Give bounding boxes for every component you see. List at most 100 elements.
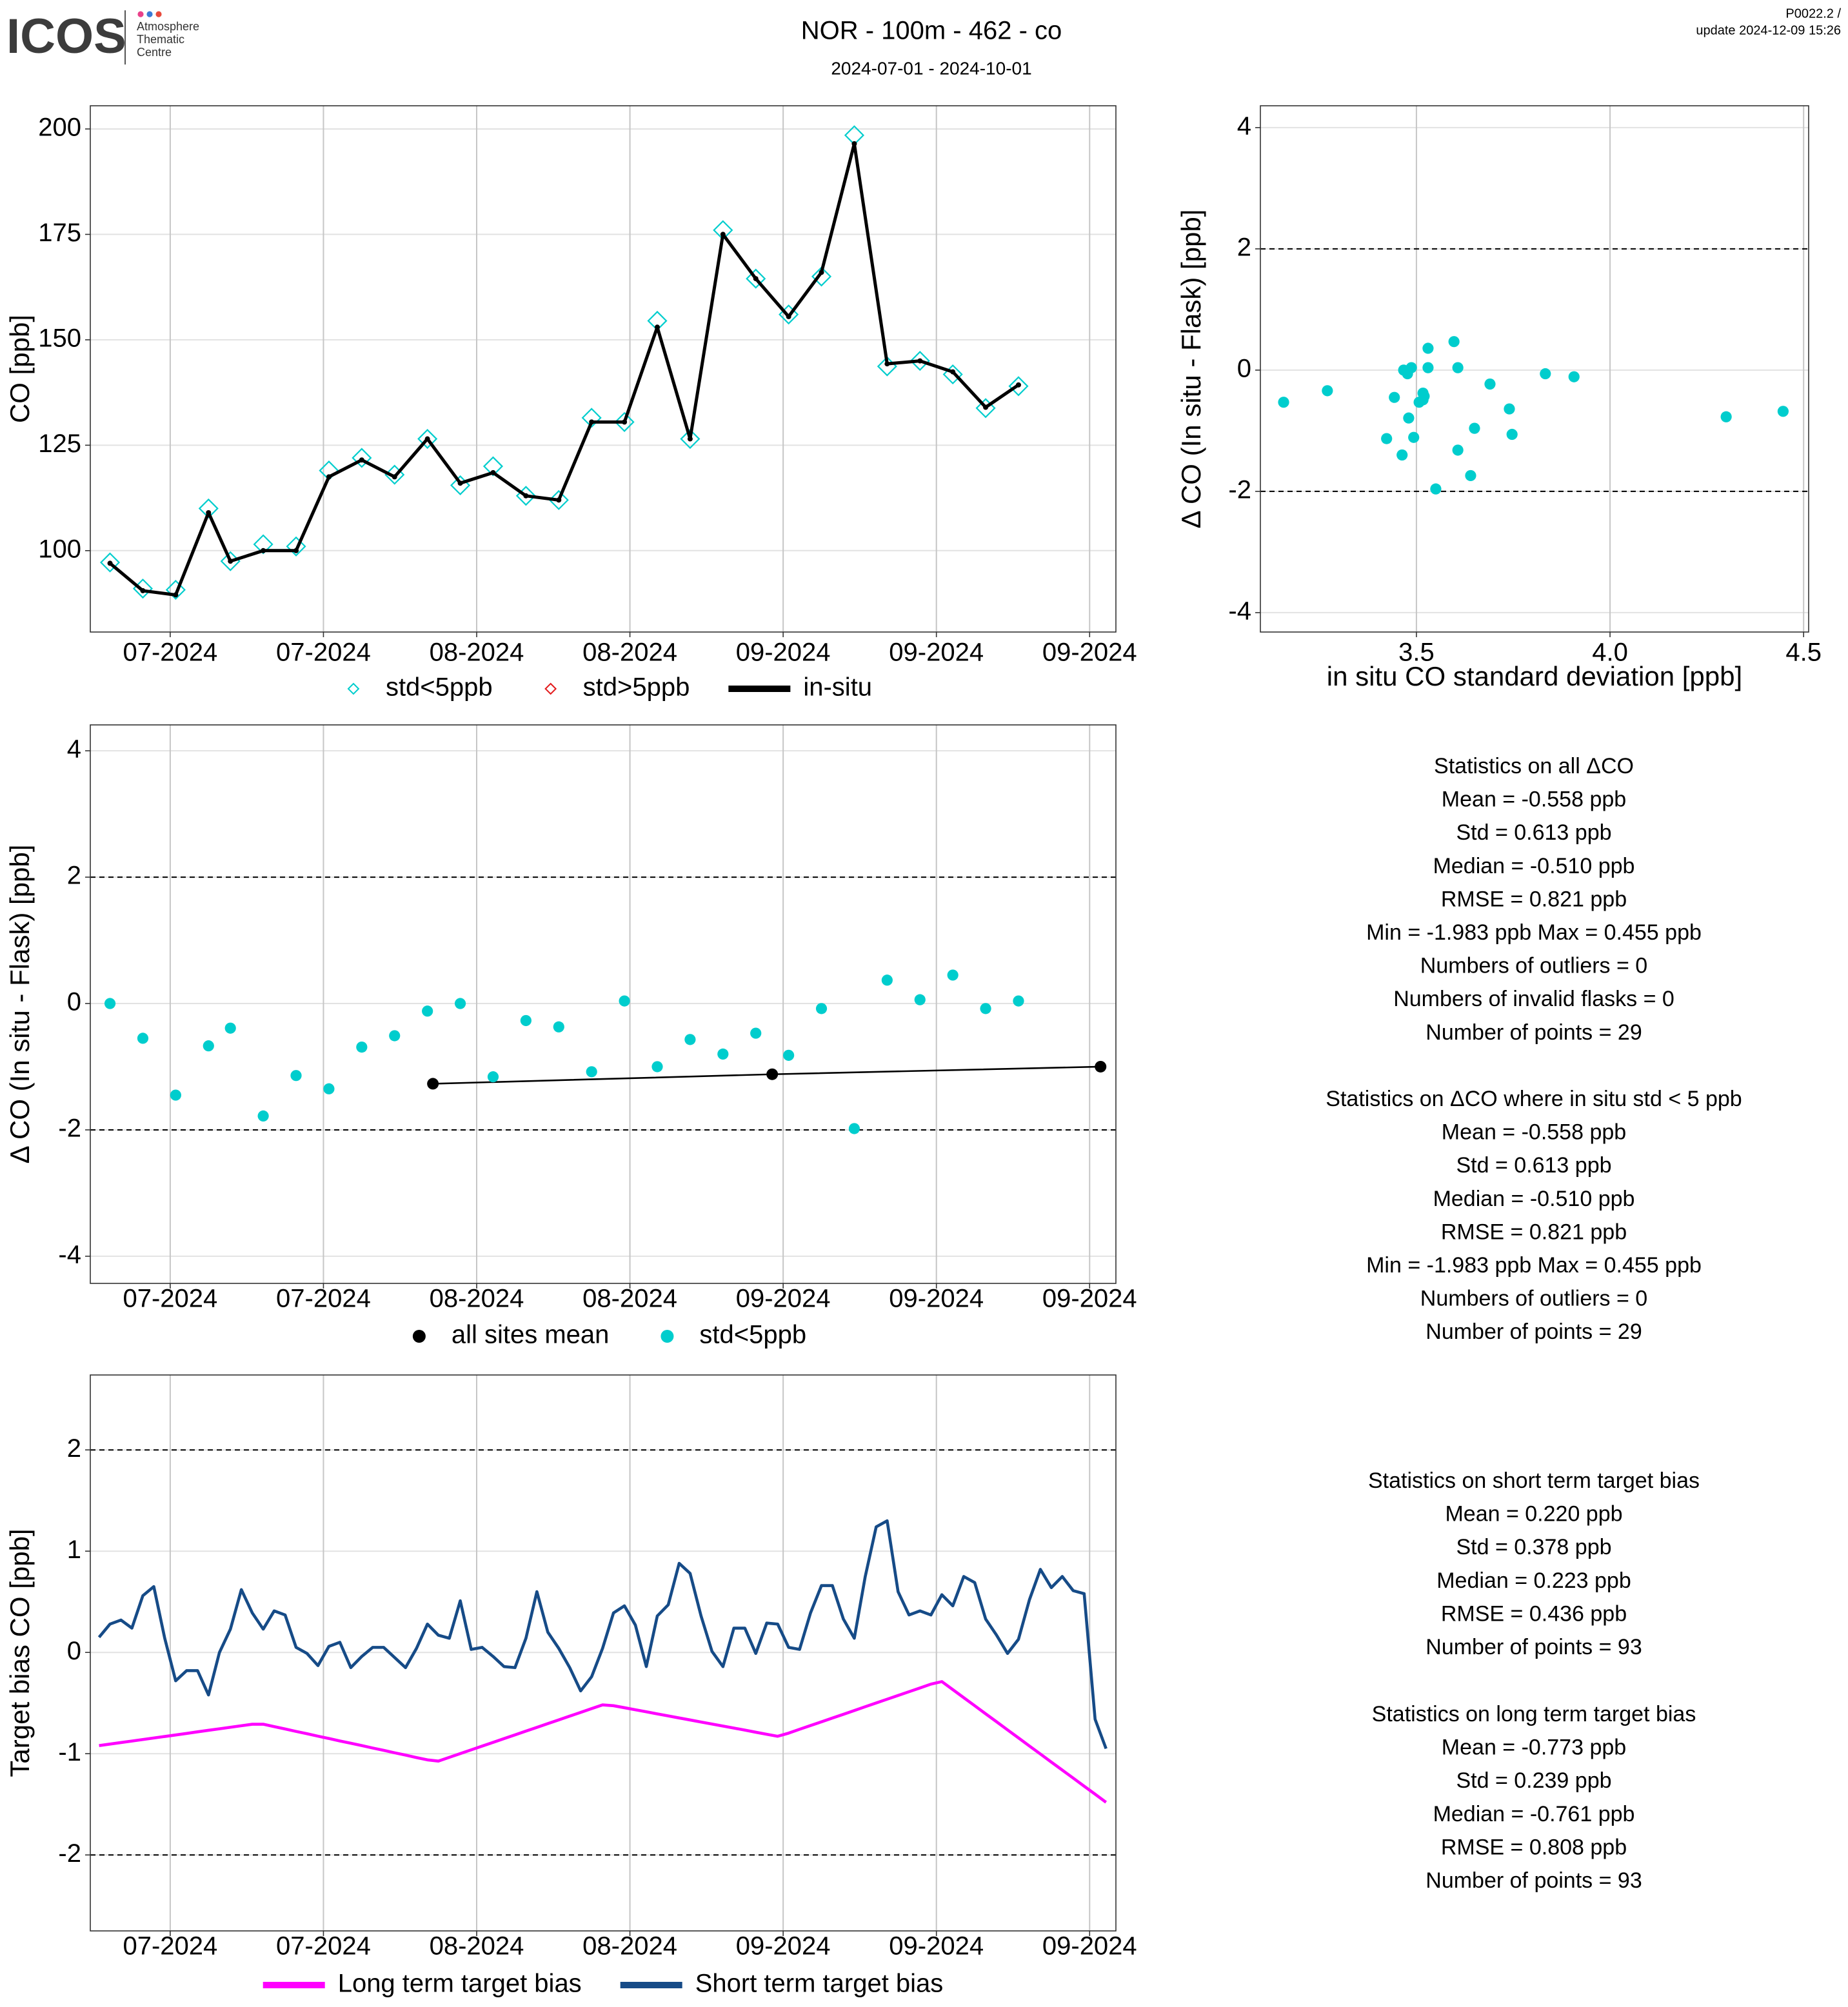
legend-label: std<5ppb bbox=[386, 673, 493, 702]
data-point bbox=[203, 1040, 214, 1052]
data-point bbox=[253, 534, 273, 555]
y-tick-label: 0 bbox=[67, 988, 81, 1016]
x-tick-label: 09-2024 bbox=[889, 1285, 984, 1313]
data-point bbox=[1408, 431, 1420, 443]
page-title: NOR - 100m - 462 - co bbox=[801, 17, 1062, 45]
plot-area bbox=[1260, 106, 1809, 632]
y-tick-label: -4 bbox=[1228, 597, 1251, 625]
stats-heading: Statistics on short term target bias bbox=[1368, 1468, 1700, 1493]
legend-key bbox=[661, 1330, 674, 1343]
data-point bbox=[1430, 483, 1442, 495]
data-point bbox=[356, 1042, 368, 1053]
data-point bbox=[170, 1089, 181, 1101]
legend-label: Short term target bias bbox=[695, 1970, 944, 1998]
data-point bbox=[950, 369, 956, 375]
x-tick-label: 09-2024 bbox=[889, 638, 984, 667]
data-point bbox=[422, 1005, 433, 1017]
y-tick-label: 2 bbox=[67, 1434, 81, 1463]
x-tick-label: 08-2024 bbox=[582, 1285, 677, 1313]
legend-label: std<5ppb bbox=[699, 1321, 806, 1349]
data-point bbox=[548, 489, 569, 510]
x-tick-label: 08-2024 bbox=[430, 1285, 524, 1313]
stats-line: Min = -1.983 ppb Max = 0.455 ppb bbox=[1366, 1253, 1702, 1278]
data-point bbox=[1015, 382, 1021, 388]
data-point bbox=[427, 1078, 439, 1090]
data-point bbox=[1322, 385, 1333, 397]
data-point bbox=[165, 580, 186, 600]
data-point bbox=[359, 457, 364, 463]
data-point bbox=[947, 969, 959, 981]
data-point bbox=[1506, 428, 1518, 440]
stats-line: Mean = -0.558 ppb bbox=[1442, 787, 1626, 812]
data-point bbox=[884, 361, 890, 367]
data-point bbox=[783, 1049, 795, 1061]
stats-line: Std = 0.613 ppb bbox=[1456, 1153, 1611, 1178]
data-point bbox=[687, 436, 693, 442]
logo-dot bbox=[155, 11, 162, 17]
y-tick-label: 100 bbox=[38, 535, 81, 563]
x-tick-label: 09-2024 bbox=[736, 638, 831, 667]
data-point bbox=[392, 474, 397, 480]
stats-heading: Statistics on ΔCO where in situ std < 5 … bbox=[1326, 1087, 1742, 1111]
data-point bbox=[1422, 362, 1434, 373]
y-axis-title: Target bias CO [ppb] bbox=[5, 1528, 35, 1777]
plot-frame bbox=[90, 105, 1117, 633]
data-point bbox=[909, 351, 930, 371]
stats-line: Std = 0.613 ppb bbox=[1456, 820, 1611, 845]
y-tick-label: -2 bbox=[1228, 475, 1251, 504]
data-point bbox=[1540, 368, 1551, 380]
series-line bbox=[99, 1680, 1108, 1804]
logo: ICOS bbox=[6, 9, 126, 64]
x-axis-title: in situ CO standard deviation [ppb] bbox=[1327, 661, 1742, 691]
data-point bbox=[553, 1021, 564, 1033]
x-tick-label: 09-2024 bbox=[736, 1932, 831, 1961]
logo-dot bbox=[137, 11, 144, 17]
data-point bbox=[206, 509, 212, 515]
data-point bbox=[614, 411, 635, 432]
data-point bbox=[819, 270, 824, 275]
data-point bbox=[753, 276, 759, 282]
x-tick-label: 09-2024 bbox=[1042, 638, 1137, 667]
data-point bbox=[746, 268, 766, 289]
data-point bbox=[140, 588, 146, 593]
data-point bbox=[1403, 412, 1415, 424]
stats-line: Min = -1.983 ppb Max = 0.455 ppb bbox=[1366, 920, 1702, 945]
legend-key bbox=[347, 682, 360, 695]
legend: std<5ppb std>5ppb in-situ bbox=[347, 673, 872, 702]
data-point bbox=[1448, 336, 1460, 348]
data-point bbox=[851, 141, 857, 146]
data-point bbox=[1406, 362, 1417, 373]
series-line bbox=[97, 1519, 1108, 1750]
data-point bbox=[257, 1110, 269, 1122]
x-tick-label: 07-2024 bbox=[276, 1932, 371, 1961]
legend: Long term target bias Short term target b… bbox=[263, 1970, 944, 1998]
x-tick-label: 08-2024 bbox=[430, 1932, 524, 1961]
data-point bbox=[1777, 406, 1789, 417]
logo-subtitle: Thematic bbox=[137, 33, 184, 46]
stats-line: RMSE = 0.808 ppb bbox=[1441, 1835, 1627, 1859]
period: 2024-07-01 - 2024-10-01 bbox=[831, 58, 1031, 78]
stats-line: Std = 0.378 ppb bbox=[1456, 1535, 1611, 1559]
stats-line: Number of points = 93 bbox=[1426, 1868, 1642, 1893]
data-point bbox=[1422, 342, 1434, 354]
x-tick-label: 3.5 bbox=[1398, 638, 1435, 667]
data-point bbox=[137, 1033, 149, 1044]
data-point bbox=[490, 470, 496, 475]
data-point bbox=[1720, 411, 1732, 422]
legend-label: Long term target bias bbox=[338, 1970, 582, 1998]
data-point bbox=[556, 497, 562, 503]
data-point bbox=[520, 1014, 532, 1027]
x-tick-label: 4.0 bbox=[1592, 638, 1628, 667]
data-point bbox=[173, 592, 179, 598]
data-point bbox=[424, 436, 430, 442]
stats-line: Median = -0.510 ppb bbox=[1433, 1187, 1635, 1211]
data-point bbox=[586, 1066, 597, 1078]
data-point bbox=[1452, 444, 1464, 456]
data-point bbox=[684, 1034, 696, 1045]
data-point bbox=[1568, 371, 1580, 382]
data-point bbox=[1465, 470, 1476, 482]
data-point bbox=[487, 1071, 499, 1083]
data-point bbox=[293, 548, 299, 553]
stats-line: Number of points = 29 bbox=[1426, 1020, 1642, 1045]
